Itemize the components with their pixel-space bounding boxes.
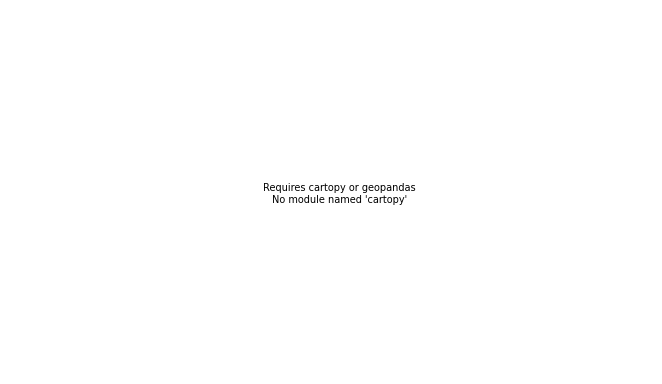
Text: Requires cartopy or geopandas
No module named 'cartopy': Requires cartopy or geopandas No module … <box>263 183 416 205</box>
